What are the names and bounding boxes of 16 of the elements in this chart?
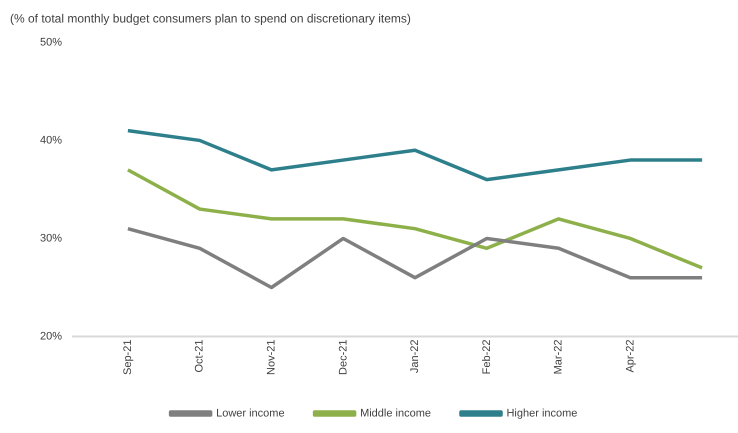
- y-tick-label: 40%: [40, 134, 62, 146]
- x-tick-label: Oct-21: [194, 340, 206, 373]
- legend-label: Middle income: [360, 408, 431, 420]
- y-tick-label: 30%: [40, 232, 62, 245]
- x-tick-label: Feb-22: [480, 340, 493, 374]
- x-tick-label: Sep-21: [122, 340, 134, 376]
- chart-title: (% of total monthly budget consumers plan to spend on discretionary items): [10, 12, 411, 26]
- x-tick-label: Dec-21: [337, 340, 350, 375]
- legend-label: Higher income: [506, 408, 578, 420]
- legend-label: Lower income: [216, 408, 285, 420]
- x-tick-label: Nov-21: [265, 340, 278, 375]
- x-tick-label: Jan-22: [409, 340, 422, 374]
- y-tick-label: 50%: [40, 36, 62, 48]
- x-tick-label: Mar-22: [552, 340, 565, 374]
- x-tick-label: Apr-22: [624, 340, 636, 373]
- y-tick-label: 20%: [40, 330, 62, 343]
